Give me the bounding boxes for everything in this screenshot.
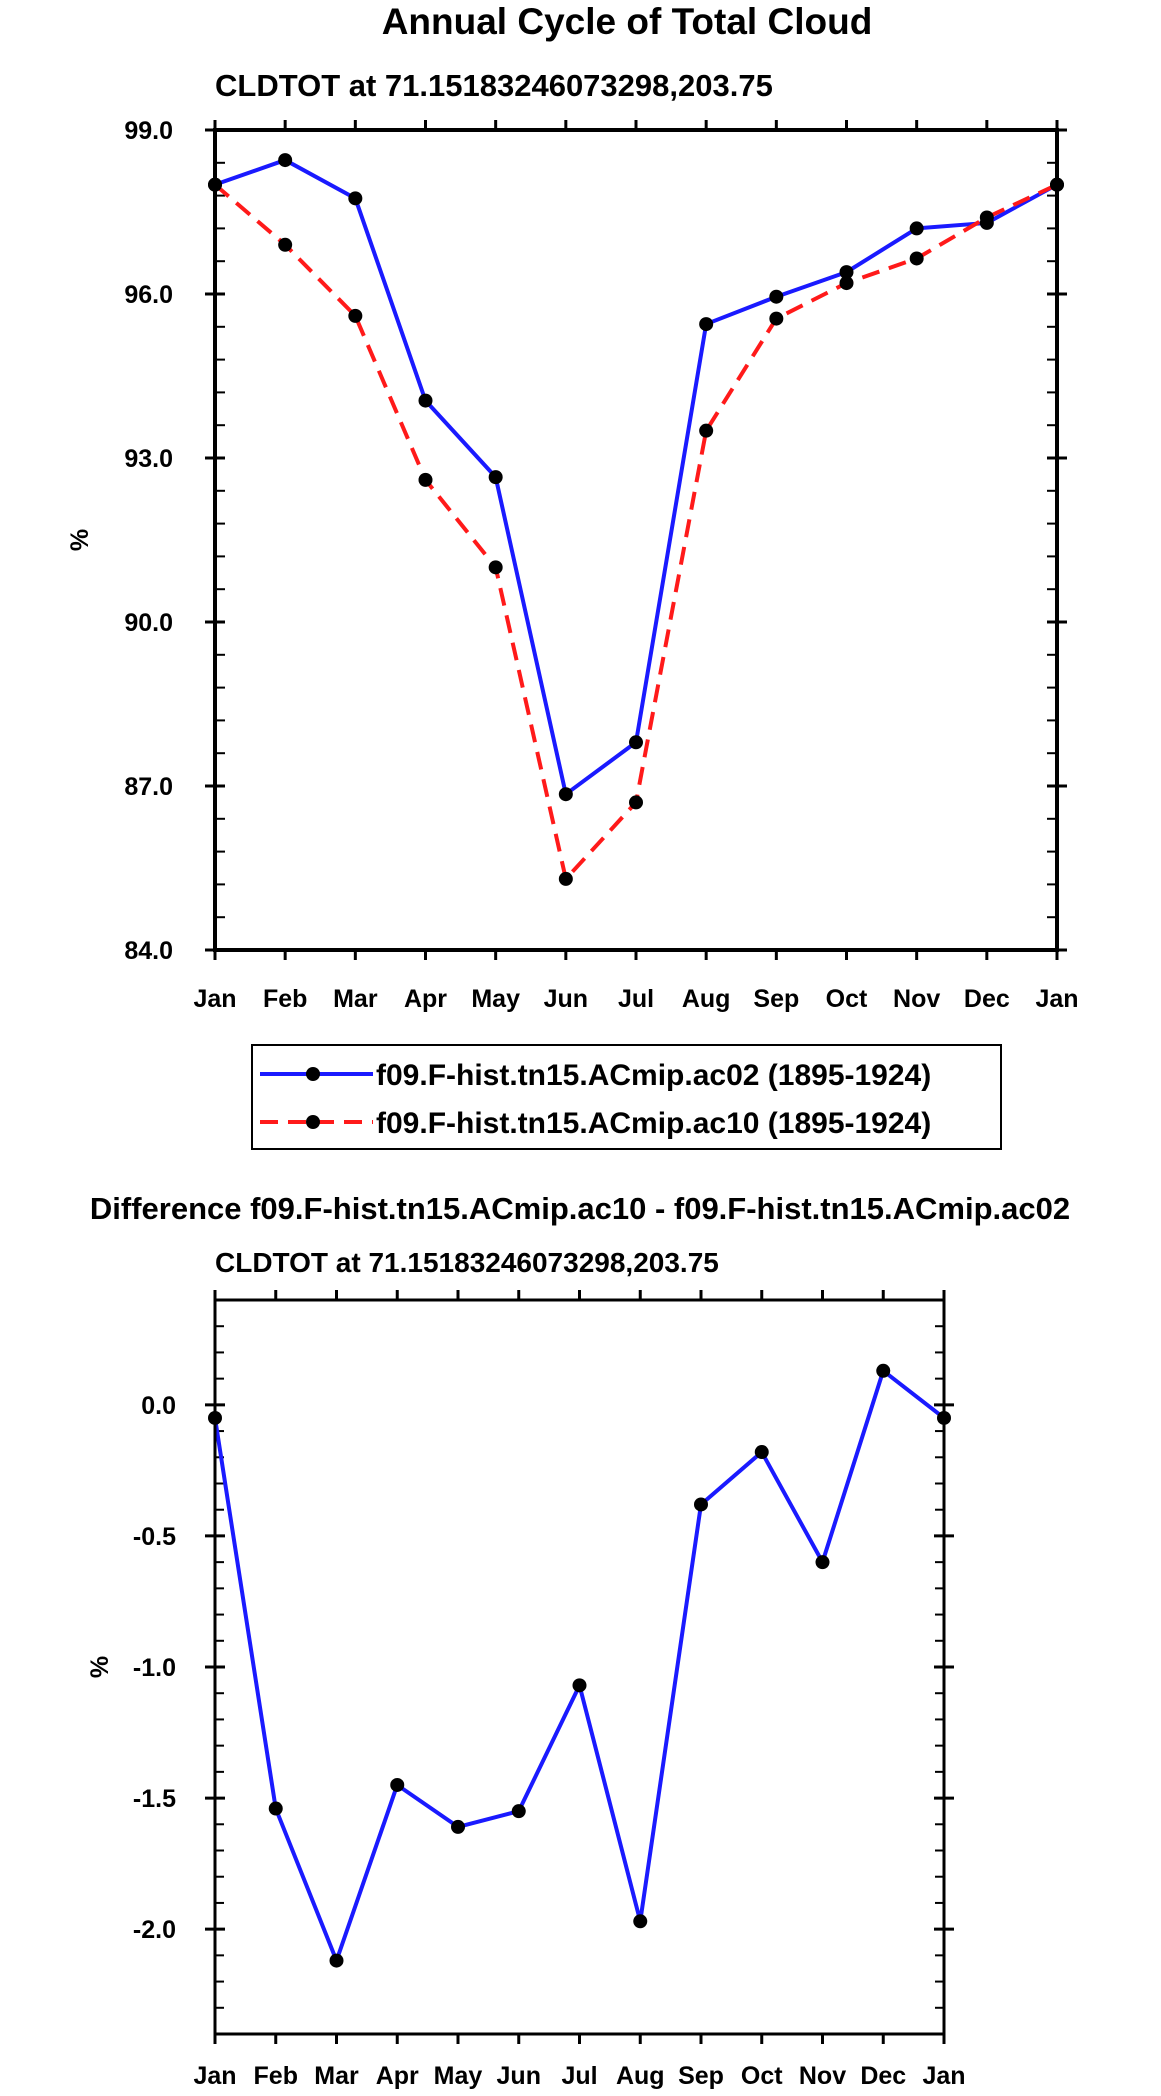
y-tick-label: -2.0	[133, 1916, 176, 1944]
y-tick-label: 90.0	[124, 609, 173, 637]
x-tick-label: Sep	[753, 985, 799, 1013]
x-tick-label: Mar	[333, 985, 378, 1013]
chart-title: Difference f09.F-hist.tn15.ACmip.ac10 - …	[90, 1191, 1070, 1226]
x-tick-label: Aug	[616, 2062, 665, 2090]
y-axis-label: %	[86, 1656, 114, 1678]
data-point	[419, 473, 433, 487]
x-tick-label: Dec	[964, 985, 1010, 1013]
legend-marker-ac10	[306, 1115, 320, 1129]
x-tick-label: Jan	[193, 985, 236, 1013]
data-point	[840, 276, 854, 290]
data-point	[769, 312, 783, 326]
data-point	[910, 251, 924, 265]
y-tick-label: -1.5	[133, 1785, 176, 1813]
x-tick-label: May	[471, 985, 520, 1013]
chart-subtitle: CLDTOT at 71.15183246073298,203.75	[215, 1247, 719, 1278]
x-tick-label: Jun	[544, 985, 588, 1013]
x-tick-label: Aug	[682, 985, 731, 1013]
x-tick-label: Nov	[893, 985, 940, 1013]
legend-label-ac02: f09.F-hist.tn15.ACmip.ac02 (1895-1924)	[376, 1059, 931, 1092]
data-point	[629, 735, 643, 749]
series-line-0	[215, 1371, 944, 1961]
x-tick-label: Nov	[799, 2062, 846, 2090]
data-point	[980, 210, 994, 224]
x-tick-label: Dec	[860, 2062, 906, 2090]
chart-subtitle: CLDTOT at 71.15183246073298,203.75	[215, 68, 773, 103]
data-point	[559, 787, 573, 801]
plot-frame	[215, 1300, 944, 2034]
data-point	[348, 309, 362, 323]
x-tick-label: Mar	[314, 2062, 359, 2090]
y-tick-label: 93.0	[124, 445, 173, 473]
data-point	[755, 1445, 769, 1459]
data-point	[699, 317, 713, 331]
data-point	[330, 1954, 344, 1968]
data-point	[451, 1820, 465, 1834]
figure: Annual Cycle of Total Cloud CLDTOT at 71…	[0, 0, 1161, 2096]
data-point	[348, 191, 362, 205]
x-tick-label: Jan	[193, 2062, 236, 2090]
plot-frame	[215, 130, 1057, 950]
data-point	[419, 394, 433, 408]
legend-label-ac10: f09.F-hist.tn15.ACmip.ac10 (1895-1924)	[376, 1107, 931, 1140]
data-point	[769, 290, 783, 304]
data-point	[512, 1804, 526, 1818]
x-tick-label: Apr	[376, 2062, 419, 2090]
data-point	[390, 1778, 404, 1792]
data-point	[278, 153, 292, 167]
data-point	[269, 1802, 283, 1816]
data-point	[559, 872, 573, 886]
x-tick-label: Oct	[826, 985, 868, 1013]
annual-cycle-chart: Annual Cycle of Total Cloud CLDTOT at 71…	[66, 1, 1079, 1149]
data-point	[489, 470, 503, 484]
series-line-0	[215, 160, 1057, 794]
x-tick-label: Jul	[561, 2062, 597, 2090]
data-point	[633, 1914, 647, 1928]
x-tick-label: Jul	[618, 985, 654, 1013]
data-point	[699, 424, 713, 438]
y-tick-label: -1.0	[133, 1654, 176, 1682]
data-point	[694, 1497, 708, 1511]
y-tick-label: -0.5	[133, 1523, 176, 1551]
data-point	[489, 560, 503, 574]
data-point	[876, 1364, 890, 1378]
x-tick-label: Sep	[678, 2062, 724, 2090]
data-point	[573, 1678, 587, 1692]
difference-chart: Difference f09.F-hist.tn15.ACmip.ac10 - …	[86, 1191, 1070, 2090]
data-point	[816, 1555, 830, 1569]
legend: f09.F-hist.tn15.ACmip.ac02 (1895-1924) f…	[252, 1045, 1001, 1149]
x-tick-label: May	[434, 2062, 483, 2090]
y-tick-label: 87.0	[124, 773, 173, 801]
y-tick-label: 0.0	[141, 1392, 176, 1420]
y-tick-label: 99.0	[124, 117, 173, 145]
y-tick-label: 96.0	[124, 281, 173, 309]
y-axis-label: %	[66, 529, 94, 551]
chart-title: Annual Cycle of Total Cloud	[382, 1, 873, 42]
x-tick-label: Apr	[404, 985, 447, 1013]
series-line-1	[215, 185, 1057, 879]
x-tick-label: Oct	[741, 2062, 783, 2090]
x-tick-label: Feb	[263, 985, 307, 1013]
y-tick-label: 84.0	[124, 937, 173, 965]
x-tick-label: Jan	[922, 2062, 965, 2090]
data-point	[910, 221, 924, 235]
x-tick-label: Jun	[497, 2062, 541, 2090]
data-point	[629, 795, 643, 809]
data-point	[278, 238, 292, 252]
x-tick-label: Jan	[1035, 985, 1078, 1013]
x-tick-label: Feb	[254, 2062, 298, 2090]
legend-marker-ac02	[306, 1067, 320, 1081]
